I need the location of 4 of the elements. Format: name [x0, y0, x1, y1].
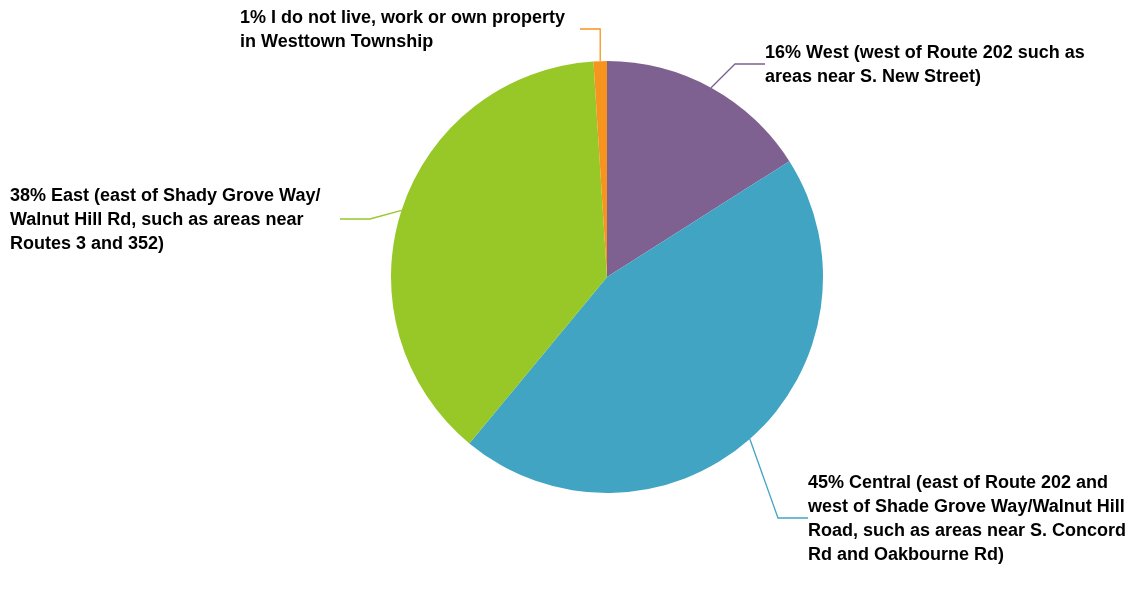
slice-label: 16% West (west of Route 202 such as areas near S. New Street)	[765, 42, 1090, 86]
slice-label: 38% East (east of Shady Grove Way/Walnut Hill Rd, such as areas near Routes 3 and 352)	[10, 185, 321, 253]
slice-label: 1% I do not live, work or own property in Westtown Township	[240, 7, 571, 51]
slice-label: 45% Central (east of Route 202 and west of Shade Grove Way/Walnut Hill Road, such as areas near S. Concord Rd and Oakbourne Rd)	[807, 472, 1132, 564]
